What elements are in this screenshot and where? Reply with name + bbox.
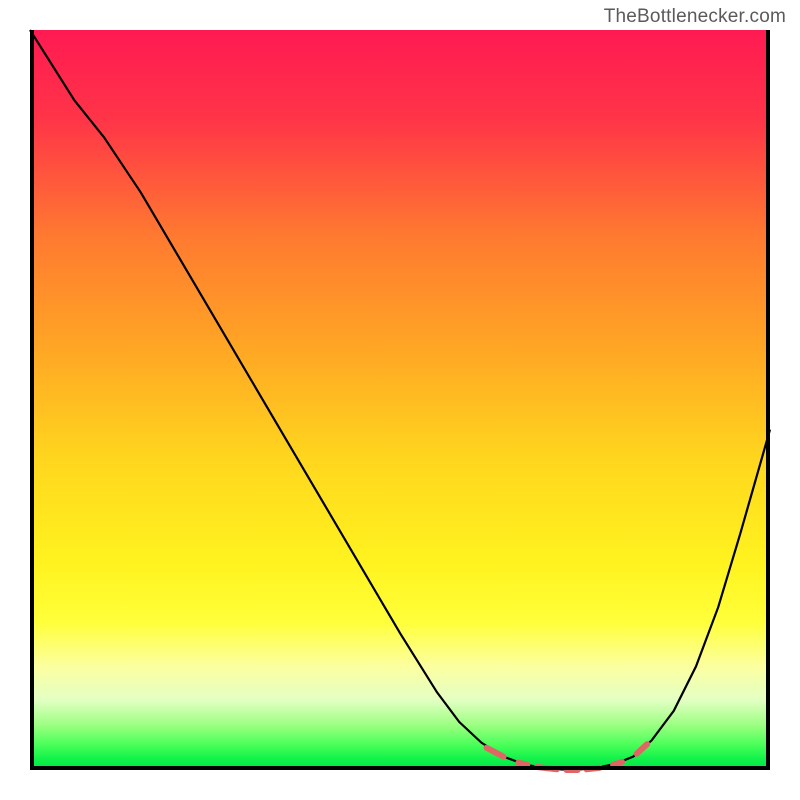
plot-frame <box>30 30 770 770</box>
bottleneck-curve <box>30 30 770 770</box>
plot-curve-layer <box>30 30 770 770</box>
watermark-text: TheBottlenecker.com <box>604 6 786 28</box>
curve-markers <box>487 744 648 770</box>
chart-canvas: TheBottlenecker.com <box>0 0 800 800</box>
